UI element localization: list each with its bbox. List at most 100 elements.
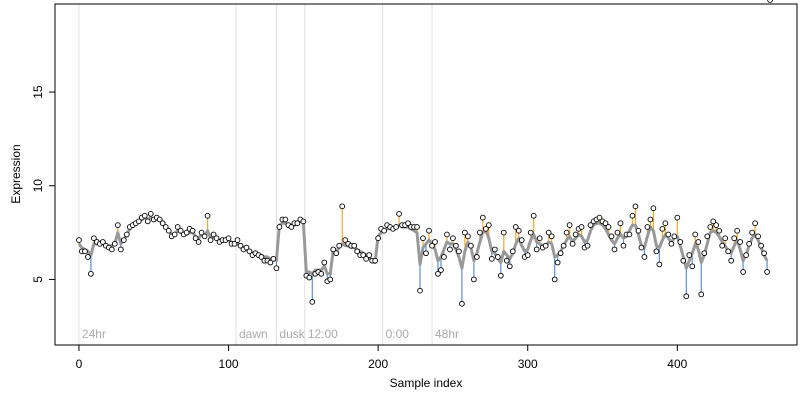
data-point <box>177 227 184 234</box>
data-point <box>270 255 277 262</box>
data-point <box>375 235 381 242</box>
y-tick-label: 5 <box>31 276 45 283</box>
data-point <box>258 254 265 260</box>
data-point <box>677 239 684 245</box>
data-point <box>602 220 609 227</box>
data-point <box>668 240 675 247</box>
data-point <box>327 276 334 283</box>
data-point <box>438 267 444 273</box>
data-point <box>354 248 361 255</box>
fit-line-group <box>77 216 769 276</box>
data-point <box>713 222 720 228</box>
event-markers: 24hr dawn dusk 12:00 0:00 48hr <box>78 4 459 345</box>
data-point <box>749 229 755 236</box>
data-point <box>231 240 238 247</box>
data-point <box>542 242 549 249</box>
data-point <box>725 248 732 255</box>
data-point <box>737 239 744 245</box>
data-point <box>372 257 378 264</box>
data-point <box>420 235 426 242</box>
data-point <box>207 237 214 243</box>
data-point <box>111 240 118 247</box>
data-point <box>605 224 612 230</box>
x-tick-label: 400 <box>667 357 687 371</box>
data-point <box>629 212 636 219</box>
data-point <box>339 203 346 210</box>
data-point <box>108 246 115 253</box>
data-point <box>330 246 337 253</box>
data-point <box>692 231 699 238</box>
y-axis: 5 10 15 <box>31 85 56 283</box>
data-point <box>198 229 205 236</box>
data-point <box>429 242 435 249</box>
data-point <box>351 242 358 249</box>
data-point <box>405 220 411 227</box>
data-point <box>545 229 552 236</box>
data-point <box>740 269 746 275</box>
data-point <box>587 222 594 228</box>
data-point <box>300 218 307 225</box>
data-point <box>728 257 735 264</box>
data-point <box>536 235 543 242</box>
data-point <box>147 210 154 217</box>
data-point <box>381 227 387 234</box>
data-point <box>426 227 432 234</box>
data-point <box>88 270 94 277</box>
event-label: dusk <box>279 327 305 341</box>
data-point <box>159 220 166 227</box>
data-point <box>557 250 564 257</box>
data-point <box>366 252 373 258</box>
data-point <box>671 233 678 240</box>
data-point <box>560 242 567 249</box>
data-point <box>468 242 474 249</box>
data-point <box>120 237 127 243</box>
data-point <box>162 224 169 230</box>
data-point <box>276 224 283 230</box>
data-point <box>689 263 696 270</box>
data-point <box>500 229 507 236</box>
data-point <box>698 291 705 298</box>
data-point <box>100 239 106 245</box>
data-point <box>243 244 250 251</box>
data-point <box>554 259 561 266</box>
data-point <box>225 235 232 242</box>
x-tick-label: 200 <box>368 357 388 371</box>
data-point <box>482 225 489 232</box>
data-point <box>653 248 660 255</box>
data-point <box>456 248 462 255</box>
event-label: 12:00 <box>308 327 338 341</box>
data-point <box>165 227 172 234</box>
data-point <box>608 233 615 240</box>
data-point <box>432 239 438 245</box>
data-point <box>195 239 202 245</box>
data-point <box>141 212 148 219</box>
data-point <box>563 229 570 236</box>
data-point <box>647 216 654 223</box>
data-point <box>444 231 450 238</box>
data-point <box>746 240 752 247</box>
data-point <box>734 227 741 234</box>
data-point <box>716 227 723 234</box>
data-point <box>674 214 681 221</box>
data-point <box>441 254 447 260</box>
data-point <box>192 235 199 242</box>
data-point <box>462 229 468 236</box>
data-point <box>764 269 770 275</box>
data-point <box>342 237 349 243</box>
data-point <box>123 231 130 238</box>
data-point <box>267 259 274 266</box>
data-point <box>201 233 208 240</box>
x-tick-label: 100 <box>219 357 239 371</box>
data-point <box>614 229 621 236</box>
x-axis-label: Sample index <box>390 376 463 390</box>
data-point <box>650 205 657 212</box>
data-point <box>144 218 151 225</box>
data-point <box>485 222 492 228</box>
data-point <box>273 265 280 272</box>
data-point <box>596 214 603 221</box>
data-point <box>435 270 441 277</box>
data-point <box>659 225 666 232</box>
data-point <box>447 246 453 253</box>
